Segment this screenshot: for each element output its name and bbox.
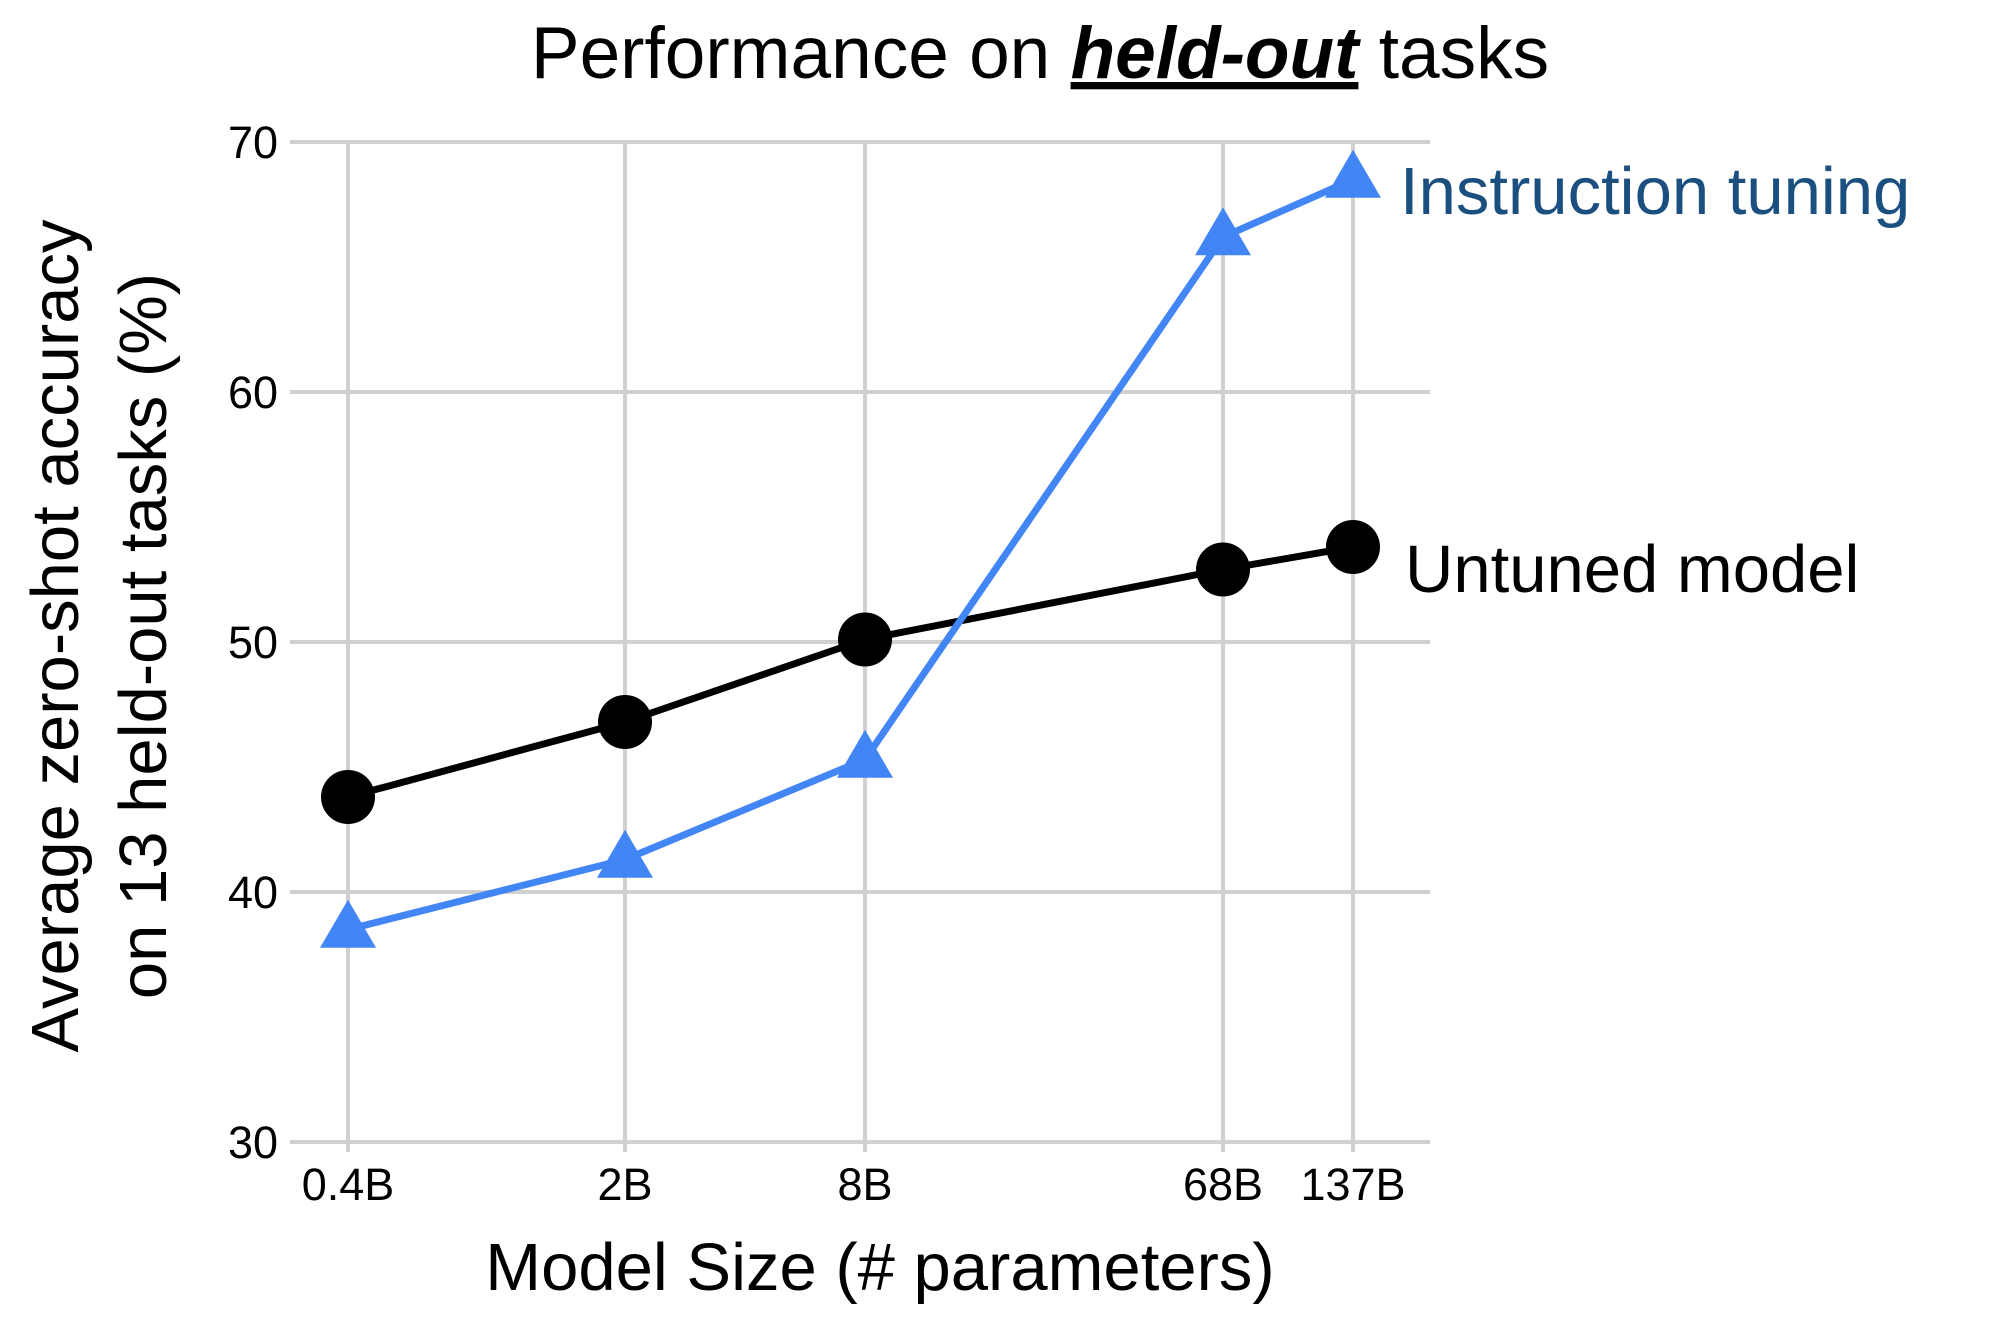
series-layer	[320, 149, 1381, 948]
series-label-instruction-tuning: Instruction tuning	[1400, 154, 1910, 229]
grid	[290, 140, 1430, 1152]
x-tick-label-68B: 68B	[1183, 1159, 1263, 1210]
series-label-untuned-model: Untuned model	[1405, 532, 1859, 607]
y-axis-label: Average zero-shot accuracy on 13 held-ou…	[18, 219, 181, 1052]
y-tick-label-30: 30	[228, 1117, 278, 1168]
x-axis-ticks: 0.4B 2B 8B 68B 137B	[302, 1159, 1406, 1210]
y-axis-label-line-2: on 13 held-out tasks (%)	[106, 273, 181, 999]
point-untuned-model-68B	[1196, 542, 1250, 597]
x-tick-label-137B: 137B	[1300, 1159, 1405, 1210]
y-axis-ticks: 30 40 50 60 70	[228, 117, 278, 1168]
x-tick-label-0.4B: 0.4B	[302, 1159, 395, 1210]
point-untuned-model-2B	[598, 695, 652, 749]
chart-title-emphasis: held-out	[1071, 13, 1362, 94]
chart-title-part-1: Performance on	[531, 13, 1071, 94]
x-axis-label: Model Size (# parameters)	[485, 1230, 1274, 1305]
y-tick-label-50: 50	[228, 617, 278, 668]
point-untuned-model-0.4B	[321, 770, 375, 824]
point-instruction-tuning-68B	[1195, 207, 1251, 256]
point-instruction-tuning-137B	[1325, 149, 1381, 198]
y-tick-label-60: 60	[228, 367, 278, 418]
point-instruction-tuning-0.4B	[320, 899, 376, 948]
point-untuned-model-8B	[838, 612, 892, 667]
point-instruction-tuning-2B	[597, 829, 653, 878]
chart-title-part-3: tasks	[1358, 13, 1549, 94]
x-tick-label-8B: 8B	[837, 1159, 892, 1210]
point-untuned-model-137B	[1326, 520, 1380, 574]
y-axis-label-line-1: Average zero-shot accuracy	[18, 219, 93, 1052]
chart-title: Performance on held-out tasks	[531, 13, 1549, 94]
x-tick-label-2B: 2B	[597, 1159, 652, 1210]
point-instruction-tuning-8B	[837, 729, 893, 778]
y-tick-label-40: 40	[228, 867, 278, 918]
y-tick-label-70: 70	[228, 117, 278, 168]
